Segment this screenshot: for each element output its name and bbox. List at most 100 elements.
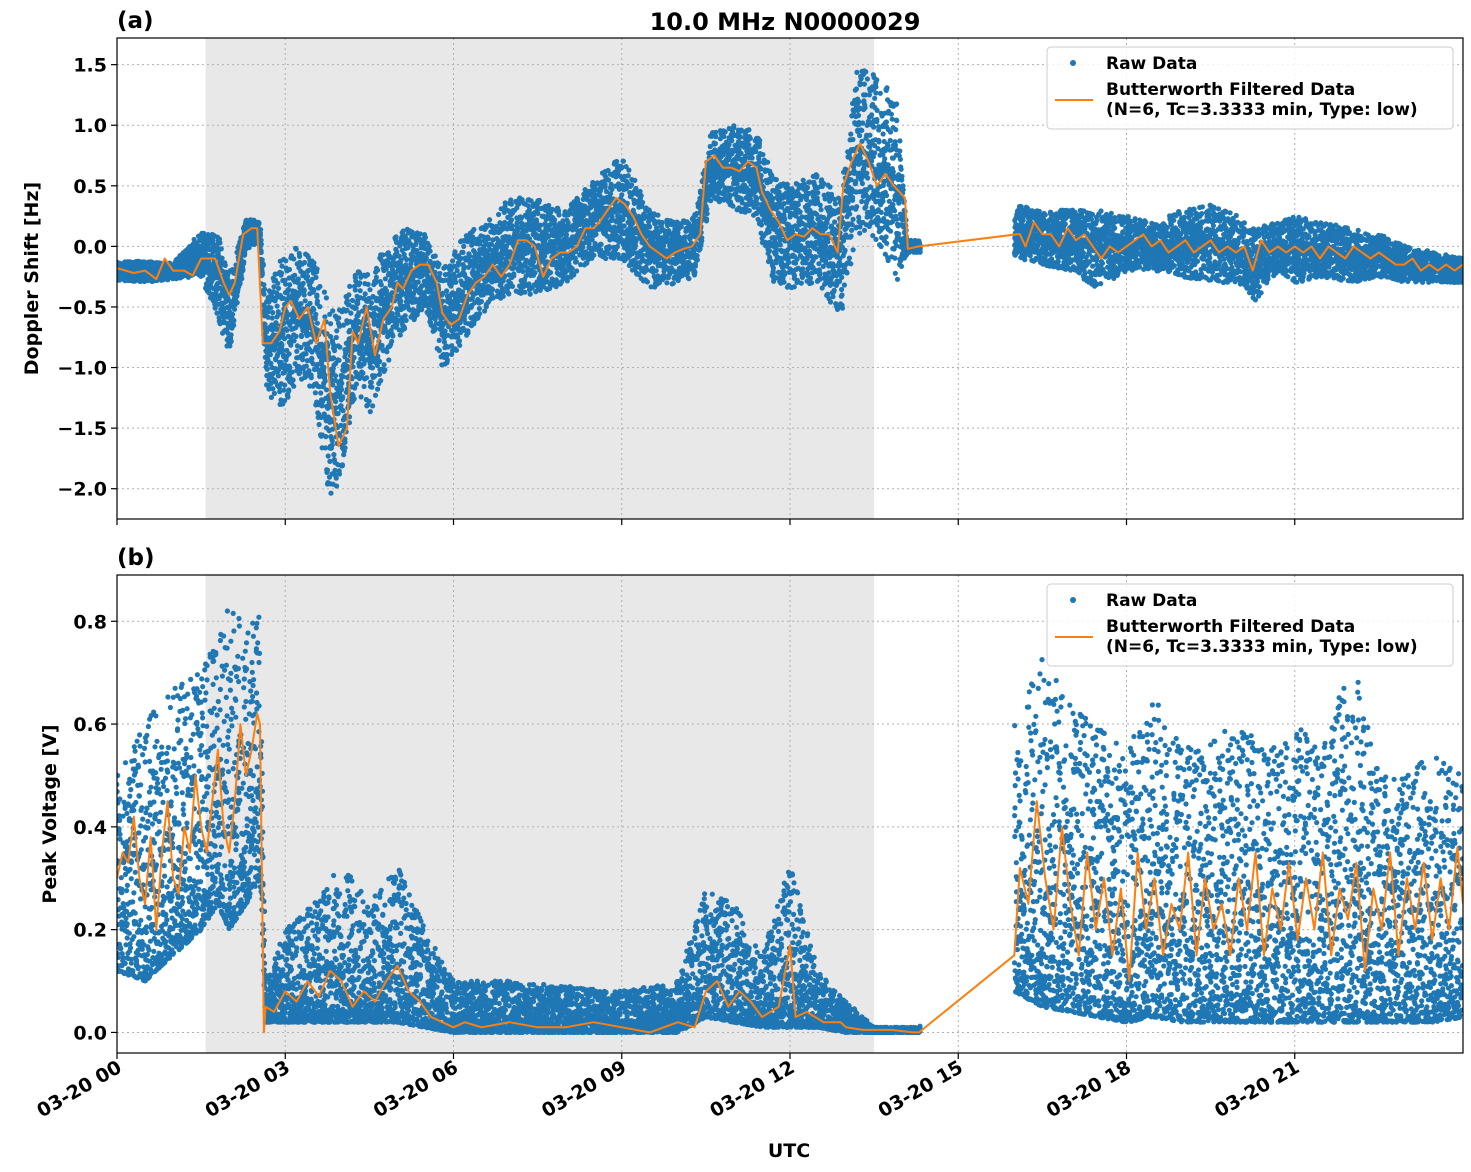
- raw-data-point: [293, 333, 299, 339]
- raw-data-point: [274, 303, 280, 309]
- raw-data-point: [355, 325, 361, 331]
- raw-data-point: [367, 287, 373, 293]
- raw-data-point: [317, 304, 323, 310]
- raw-data-point: [653, 268, 659, 274]
- raw-data-point: [632, 177, 638, 183]
- raw-data-point: [285, 394, 291, 400]
- raw-data-point: [323, 387, 330, 393]
- raw-data-point: [240, 266, 246, 272]
- raw-data-point: [485, 236, 491, 242]
- raw-data-point: [384, 349, 390, 355]
- raw-data-point: [376, 371, 383, 377]
- raw-data-point: [357, 280, 363, 286]
- raw-data-point: [602, 181, 608, 187]
- raw-data-point: [279, 270, 285, 276]
- raw-data-point: [301, 292, 307, 298]
- raw-data-point: [520, 268, 526, 274]
- raw-data-point: [389, 338, 395, 344]
- raw-data-point: [330, 308, 336, 314]
- raw-data-point: [401, 324, 407, 330]
- raw-data-point: [369, 384, 375, 390]
- raw-data-point: [551, 217, 557, 223]
- raw-data-point: [573, 259, 580, 265]
- raw-data-point: [619, 192, 625, 198]
- raw-data-point: [538, 222, 544, 228]
- raw-data-point: [640, 199, 646, 206]
- raw-data-point: [298, 301, 304, 307]
- raw-data-point: [556, 212, 562, 218]
- raw-data-point: [219, 255, 225, 261]
- raw-data-point: [313, 311, 319, 317]
- raw-data-point: [620, 216, 626, 222]
- raw-data-point: [432, 253, 438, 259]
- raw-data-point: [324, 467, 331, 473]
- raw-data-point: [334, 483, 340, 489]
- raw-data-point: [340, 408, 346, 414]
- raw-data-point: [267, 352, 273, 358]
- raw-data-point: [379, 342, 385, 349]
- raw-data-point: [547, 270, 554, 276]
- raw-data-point: [261, 282, 267, 288]
- raw-data-point: [260, 262, 266, 268]
- raw-data-point: [593, 231, 599, 237]
- raw-data-point: [436, 337, 442, 343]
- raw-data-point: [358, 394, 364, 400]
- raw-data-point: [357, 288, 363, 294]
- raw-data-point: [569, 266, 575, 272]
- raw-data-point: [644, 279, 651, 285]
- raw-data-point: [314, 298, 320, 304]
- raw-data-point: [286, 266, 293, 273]
- raw-data-point: [213, 288, 219, 294]
- raw-data-point: [422, 234, 428, 241]
- raw-data-point: [426, 243, 432, 249]
- raw-data-point: [457, 342, 463, 348]
- raw-data-point: [452, 249, 458, 255]
- raw-data-point: [366, 398, 372, 404]
- raw-data-point: [574, 268, 580, 274]
- raw-data-point: [361, 383, 367, 390]
- raw-data-point: [386, 357, 392, 363]
- raw-data-point: [471, 226, 477, 233]
- raw-data-point: [659, 219, 665, 226]
- raw-data-point: [378, 378, 384, 384]
- raw-data-point: [368, 300, 375, 306]
- raw-data-point: [375, 267, 381, 273]
- raw-data-point: [234, 300, 240, 306]
- raw-data-point: [614, 158, 620, 165]
- raw-data-point: [436, 347, 442, 354]
- raw-data-point: [367, 409, 373, 415]
- raw-data-point: [342, 439, 348, 445]
- raw-data-point: [290, 377, 296, 383]
- raw-data-point: [618, 165, 625, 171]
- raw-data-point: [256, 221, 262, 227]
- raw-data-point: [502, 219, 508, 226]
- raw-data-point: [442, 328, 448, 334]
- raw-data-point: [289, 369, 295, 375]
- raw-data-point: [316, 421, 322, 428]
- raw-data-point: [346, 292, 352, 298]
- raw-data-point: [228, 332, 234, 338]
- raw-data-point: [311, 287, 317, 293]
- raw-data-point: [478, 298, 484, 305]
- raw-data-point: [403, 317, 409, 323]
- raw-data-point: [621, 223, 627, 229]
- raw-data-point: [608, 181, 614, 187]
- raw-data-point: [231, 317, 237, 324]
- raw-data-point: [322, 372, 328, 378]
- raw-data-point: [222, 262, 228, 268]
- raw-data-point: [294, 348, 300, 354]
- raw-data-point: [275, 280, 281, 286]
- plot-area: [117, 68, 1463, 496]
- raw-data-point: [212, 305, 218, 311]
- raw-data-point: [231, 306, 238, 312]
- raw-data-point: [508, 201, 514, 207]
- raw-data-point: [303, 351, 309, 357]
- raw-data-point: [261, 291, 267, 297]
- raw-data-point: [620, 158, 627, 164]
- raw-data-point: [264, 366, 270, 372]
- raw-data-point: [313, 274, 319, 280]
- raw-data-point: [339, 387, 345, 393]
- raw-data-point: [372, 373, 378, 379]
